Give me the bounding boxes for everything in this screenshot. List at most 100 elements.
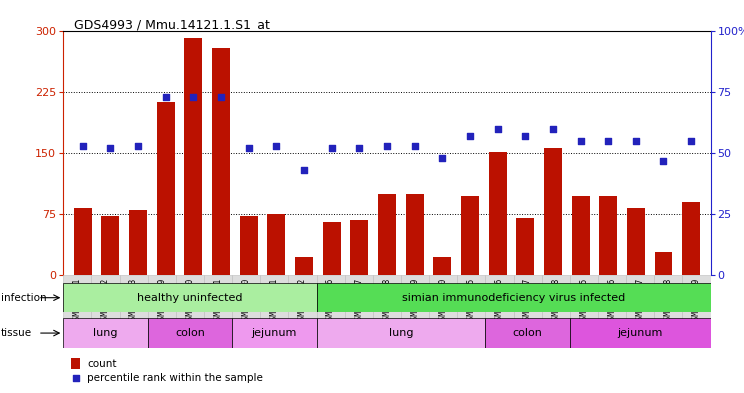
Point (77, 143, 89, 149)
Bar (289, 275, 316, 330)
Bar (316, 283, 711, 312)
Point (160, 94, 172, 100)
Text: percentile rank within the sample: percentile rank within the sample (87, 373, 263, 383)
Bar (513, 275, 542, 330)
Text: GSM1249380: GSM1249380 (242, 278, 251, 324)
Text: GSM1249365: GSM1249365 (466, 278, 476, 324)
Bar (654, 275, 682, 330)
Text: GSM1249388: GSM1249388 (382, 278, 391, 324)
Point (630, 138, 642, 144)
Text: lung: lung (93, 328, 118, 338)
Point (243, 145, 254, 152)
Bar (373, 275, 401, 330)
Point (381, 143, 393, 149)
Bar (489, 152, 507, 275)
Text: GSM1249366: GSM1249366 (495, 278, 504, 324)
Bar (323, 222, 341, 275)
Bar (405, 194, 423, 275)
Text: GDS4993 / Mmu.14121.1.S1_at: GDS4993 / Mmu.14121.1.S1_at (74, 18, 270, 31)
Bar (295, 257, 313, 275)
Bar (461, 196, 479, 275)
Bar (655, 252, 673, 275)
Bar (599, 196, 618, 275)
Bar (682, 202, 700, 275)
Bar (63, 283, 316, 312)
Bar (682, 275, 711, 330)
Text: count: count (87, 359, 117, 369)
Bar (401, 275, 429, 330)
Text: GSM1249368: GSM1249368 (551, 278, 560, 324)
Bar (232, 318, 316, 348)
Text: healthy uninfected: healthy uninfected (137, 293, 243, 303)
Bar (544, 148, 562, 275)
Text: GSM1249379: GSM1249379 (692, 278, 701, 324)
Point (464, 133, 476, 140)
Point (298, 167, 310, 173)
Text: tissue: tissue (1, 328, 32, 338)
Bar (176, 275, 204, 330)
Point (658, 158, 670, 164)
Point (574, 138, 586, 144)
Bar (63, 275, 92, 330)
Bar (350, 220, 368, 275)
Bar (433, 257, 451, 275)
Text: GSM1249382: GSM1249382 (298, 278, 307, 324)
Bar (63, 318, 147, 348)
Bar (542, 275, 570, 330)
Text: GSM1249393: GSM1249393 (129, 278, 138, 324)
Text: GSM1249387: GSM1249387 (354, 278, 363, 324)
Bar (74, 209, 92, 275)
Bar (204, 275, 232, 330)
Text: GSM1249369: GSM1249369 (157, 278, 166, 324)
Bar (485, 318, 570, 348)
Bar (570, 275, 598, 330)
Bar (516, 218, 534, 275)
Bar (156, 102, 175, 275)
Bar (267, 214, 285, 275)
Text: GSM1249376: GSM1249376 (608, 278, 617, 324)
Text: GSM1249378: GSM1249378 (664, 278, 673, 324)
Bar (316, 275, 344, 330)
Point (685, 138, 697, 144)
Point (519, 133, 531, 140)
Bar (429, 275, 458, 330)
Text: GSM1249392: GSM1249392 (101, 278, 110, 324)
Text: GSM1249377: GSM1249377 (635, 278, 644, 324)
Text: GSM1249390: GSM1249390 (439, 278, 448, 324)
Bar (232, 275, 260, 330)
Bar (240, 216, 257, 275)
Point (70, 375, 82, 381)
Bar (316, 318, 485, 348)
Point (187, 94, 199, 100)
Bar (570, 318, 711, 348)
Bar (485, 275, 513, 330)
Bar (147, 318, 232, 348)
Bar (571, 196, 589, 275)
Text: GSM1249386: GSM1249386 (326, 278, 335, 324)
Text: GSM1249370: GSM1249370 (185, 278, 194, 324)
Text: GSM1249371: GSM1249371 (214, 278, 222, 324)
Bar (598, 275, 626, 330)
Point (492, 126, 504, 132)
Point (215, 94, 227, 100)
Point (353, 145, 365, 152)
Bar (129, 210, 147, 275)
Point (602, 138, 614, 144)
Bar (344, 275, 373, 330)
Point (132, 143, 144, 149)
Text: simian immunodeficiency virus infected: simian immunodeficiency virus infected (402, 293, 625, 303)
Point (547, 126, 559, 132)
Text: jejunum: jejunum (251, 328, 297, 338)
Bar (212, 48, 230, 275)
Point (270, 143, 282, 149)
Point (326, 145, 338, 152)
Text: colon: colon (175, 328, 205, 338)
Bar (626, 275, 654, 330)
Bar (260, 275, 289, 330)
Bar (627, 208, 645, 275)
Text: colon: colon (513, 328, 542, 338)
Text: lung: lung (388, 328, 413, 338)
Point (408, 143, 420, 149)
Text: GSM1249389: GSM1249389 (411, 278, 420, 324)
Bar (458, 275, 485, 330)
